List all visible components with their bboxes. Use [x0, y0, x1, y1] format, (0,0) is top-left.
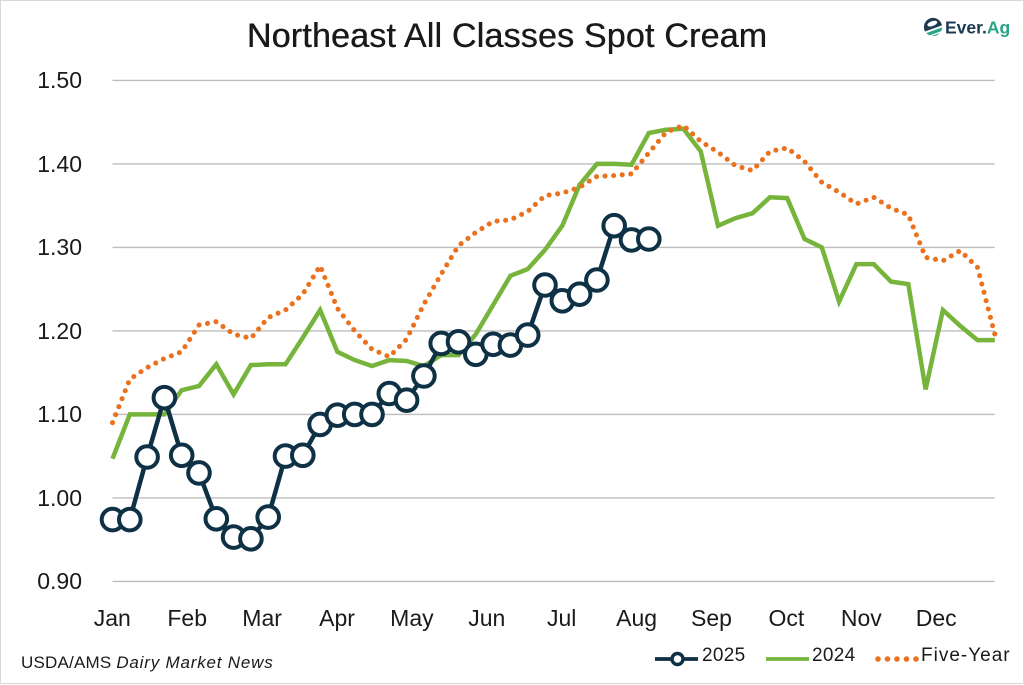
svg-text:Ever.Ag: Ever.Ag — [945, 18, 1010, 38]
